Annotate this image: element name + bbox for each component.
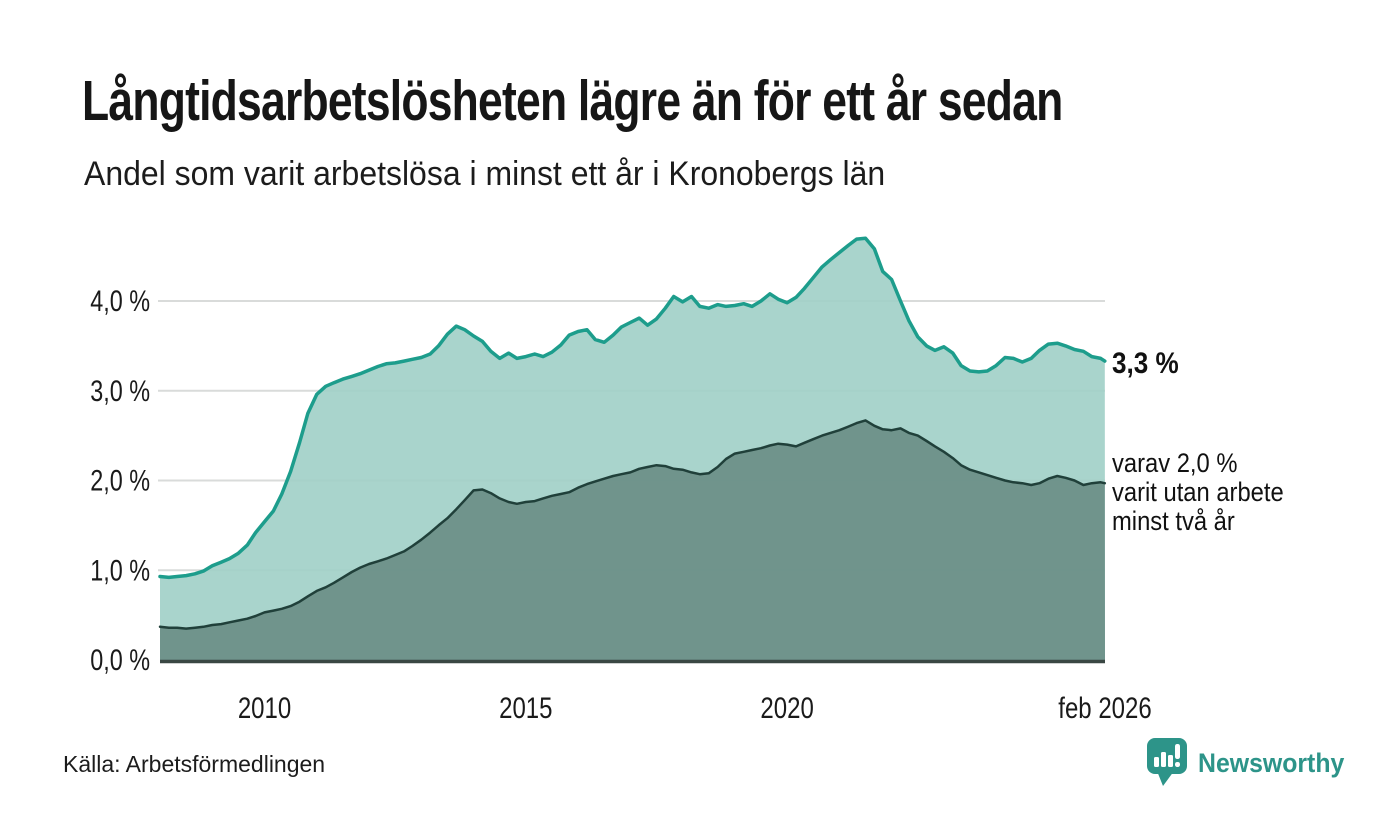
series-total-end-value-label: 3,3 % xyxy=(1112,347,1179,380)
page-subtitle: Andel som varit arbetslösa i minst ett å… xyxy=(84,155,886,193)
x-tick-label-2010: 2010 xyxy=(238,690,291,724)
logo-bar-1 xyxy=(1154,757,1159,767)
page-title: Långtidsarbetslösheten lägre än för ett … xyxy=(82,69,1063,133)
total-one-year-line xyxy=(158,236,1107,580)
logo-exclamation-bar xyxy=(1175,744,1180,759)
y-tick-label-4: 4,0 % xyxy=(90,284,150,317)
logo-bubble-tail xyxy=(1157,771,1174,786)
brand-name: Newsworthy xyxy=(1198,747,1345,778)
logo-bubble xyxy=(1147,738,1187,774)
x-tick-label-feb-2026: feb 2026 xyxy=(1058,690,1151,724)
y-tick-label-1: 1,0 % xyxy=(90,554,150,587)
logo-bar-3 xyxy=(1168,755,1173,767)
source-credit: Källa: Arbetsförmedlingen xyxy=(63,751,326,777)
brand-lockup: Newsworthy xyxy=(1146,737,1357,789)
logo-exclamation-dot xyxy=(1175,762,1180,767)
two-years-area xyxy=(160,420,1105,660)
annotation-line-1: varav 2,0 % xyxy=(1112,448,1238,478)
annotation-line-3: minst två år xyxy=(1112,506,1235,536)
logo-bar-2 xyxy=(1161,752,1166,767)
series-two-year-annotation: varav 2,0 % varit utan arbete minst två … xyxy=(1112,449,1284,536)
y-tick-label-0: 0,0 % xyxy=(90,643,150,676)
two-years-line xyxy=(158,419,1107,630)
x-tick-label-2020: 2020 xyxy=(760,690,813,724)
newsworthy-logo-icon xyxy=(1147,738,1187,786)
y-tick-label-3: 3,0 % xyxy=(90,374,150,407)
y-tick-label-2: 2,0 % xyxy=(90,464,150,497)
annotation-line-2: varit utan arbete xyxy=(1112,477,1284,507)
x-tick-label-2015: 2015 xyxy=(499,690,552,724)
